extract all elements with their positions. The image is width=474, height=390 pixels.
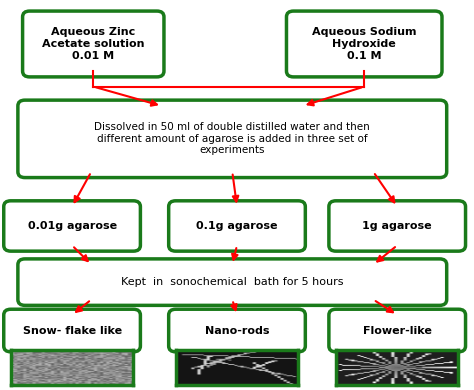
- FancyBboxPatch shape: [169, 309, 305, 352]
- Text: Flower-like: Flower-like: [363, 326, 432, 335]
- FancyBboxPatch shape: [329, 309, 465, 352]
- Text: Nano-rods: Nano-rods: [205, 326, 269, 335]
- Text: Aqueous Zinc
Acetate solution
0.01 M: Aqueous Zinc Acetate solution 0.01 M: [42, 27, 145, 60]
- FancyBboxPatch shape: [4, 309, 140, 352]
- FancyBboxPatch shape: [286, 11, 442, 77]
- FancyBboxPatch shape: [329, 201, 465, 251]
- Text: 1g agarose: 1g agarose: [363, 221, 432, 231]
- FancyBboxPatch shape: [18, 100, 447, 177]
- Text: Dissolved in 50 ml of double distilled water and then
different amount of agaros: Dissolved in 50 ml of double distilled w…: [94, 122, 370, 156]
- Text: Snow- flake like: Snow- flake like: [22, 326, 122, 335]
- Text: 0.1g agarose: 0.1g agarose: [196, 221, 278, 231]
- Text: Kept  in  sonochemical  bath for 5 hours: Kept in sonochemical bath for 5 hours: [121, 277, 344, 287]
- FancyBboxPatch shape: [23, 11, 164, 77]
- FancyBboxPatch shape: [18, 259, 447, 305]
- Text: 0.01g agarose: 0.01g agarose: [27, 221, 117, 231]
- FancyBboxPatch shape: [169, 201, 305, 251]
- FancyBboxPatch shape: [4, 201, 140, 251]
- Text: Aqueous Sodium
Hydroxide
0.1 M: Aqueous Sodium Hydroxide 0.1 M: [312, 27, 417, 60]
